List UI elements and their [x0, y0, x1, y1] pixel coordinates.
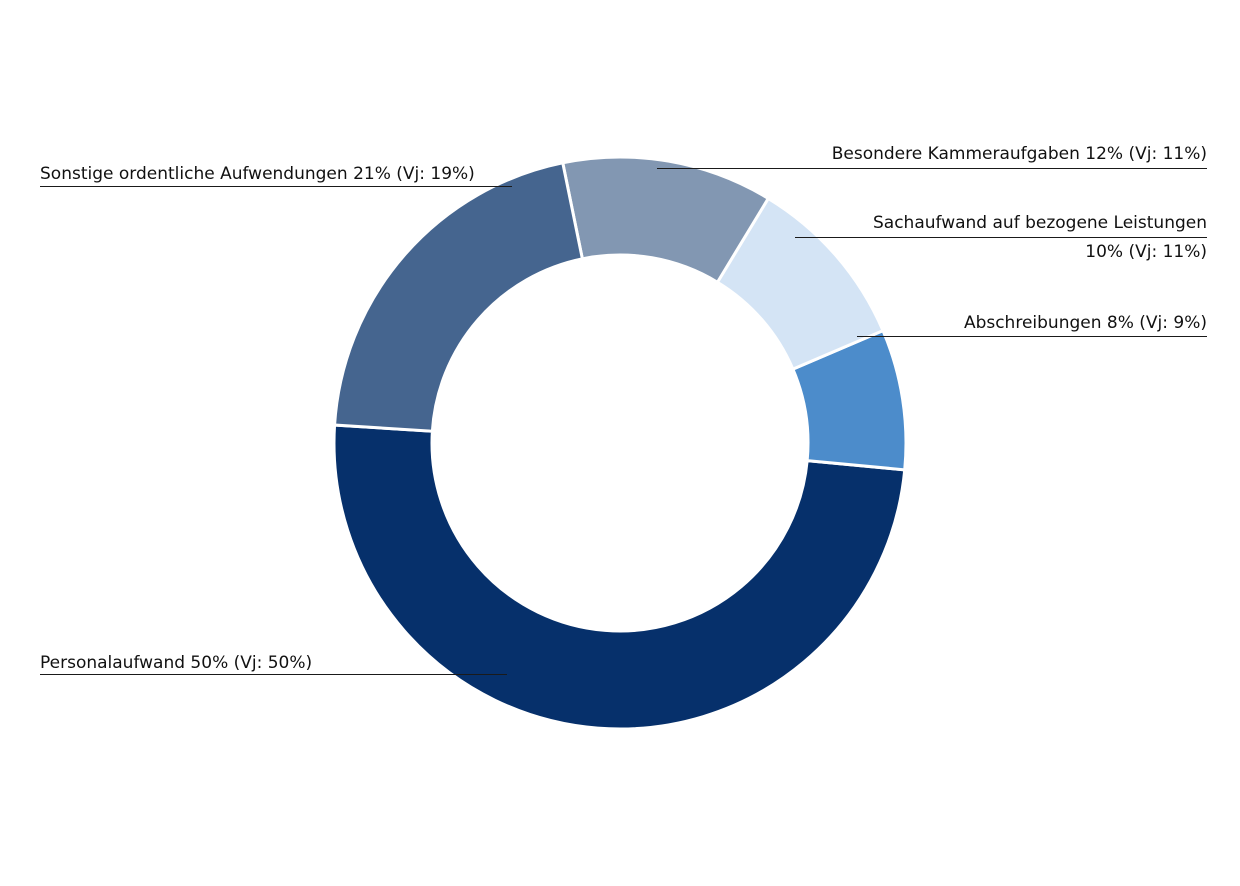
- leader-sachaufwand: [795, 237, 1207, 238]
- leader-abschreibungen: [857, 336, 1207, 337]
- label-sachaufwand-line2: 10% (Vj: 11%): [1085, 242, 1207, 262]
- label-personal: Personalaufwand 50% (Vj: 50%): [40, 653, 313, 673]
- slice-sonstige-ordentliche-aufwendungen: [332, 161, 585, 433]
- label-sonstige: Sonstige ordentliche Aufwendungen 21% (V…: [40, 164, 475, 184]
- label-abschreibungen: Abschreibungen 8% (Vj: 9%): [963, 313, 1207, 333]
- leader-sonstige: [40, 186, 512, 187]
- slice-personalaufwand: [332, 423, 907, 731]
- label-sachaufwand-line1: Sachaufwand auf bezogene Leistungen: [873, 213, 1207, 233]
- leader-besondere: [657, 168, 1207, 169]
- label-besondere: Besondere Kammeraufgaben 12% (Vj: 11%): [831, 144, 1207, 164]
- leader-personal: [40, 674, 507, 675]
- donut-slices: [332, 155, 908, 731]
